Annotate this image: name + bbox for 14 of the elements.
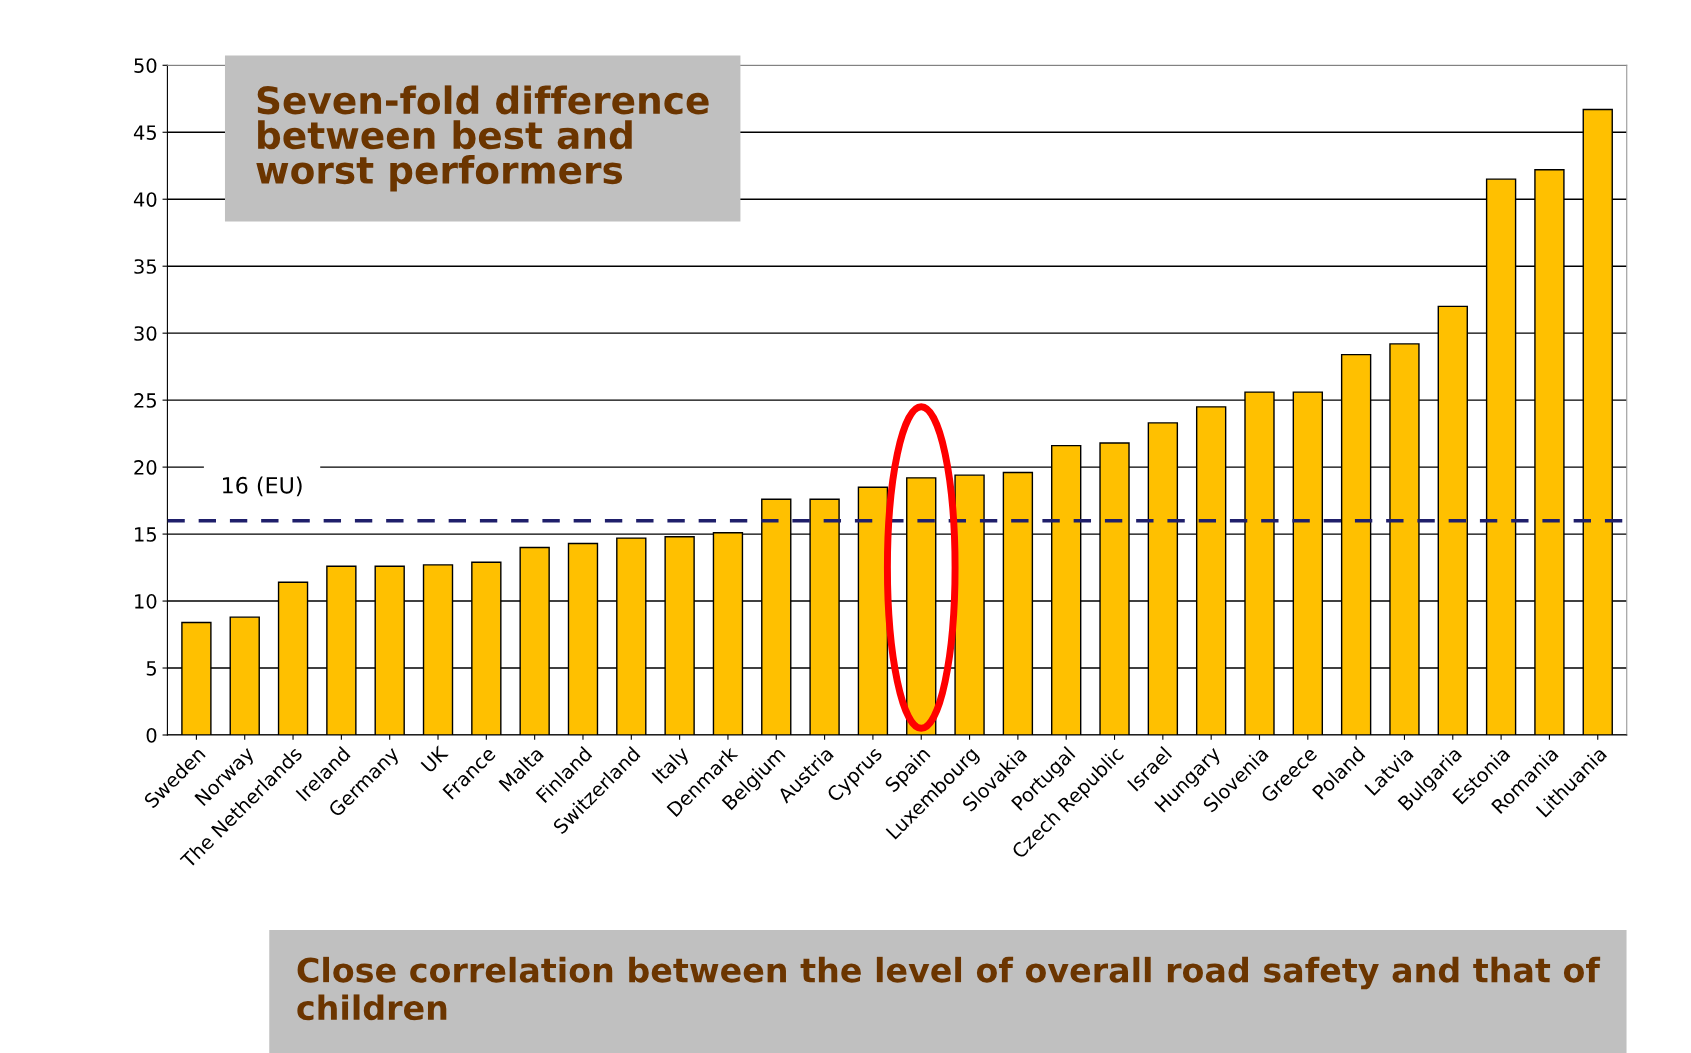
y-tick-label: 15 xyxy=(135,527,156,542)
y-tick-label: 45 xyxy=(133,125,156,140)
y-tick-label: 10 xyxy=(135,594,157,609)
y-tick-label: 5 xyxy=(146,661,156,676)
y-tick-label: 20 xyxy=(134,460,157,475)
y-tick-label: 30 xyxy=(134,326,157,341)
y-tick-label: 50 xyxy=(134,58,157,73)
y-tick-label: 25 xyxy=(134,393,156,408)
annotation: Seven-fold difference between best and worst performers xyxy=(256,85,709,192)
ref-line-label: 16 (EU) xyxy=(223,476,302,497)
y-tick-label: 0 xyxy=(146,727,157,743)
y-tick-label: 35 xyxy=(134,259,156,274)
text: Close correlation between the level of overall road safety and that of children xyxy=(297,956,1601,1021)
y-tick-label: 40 xyxy=(133,192,157,207)
